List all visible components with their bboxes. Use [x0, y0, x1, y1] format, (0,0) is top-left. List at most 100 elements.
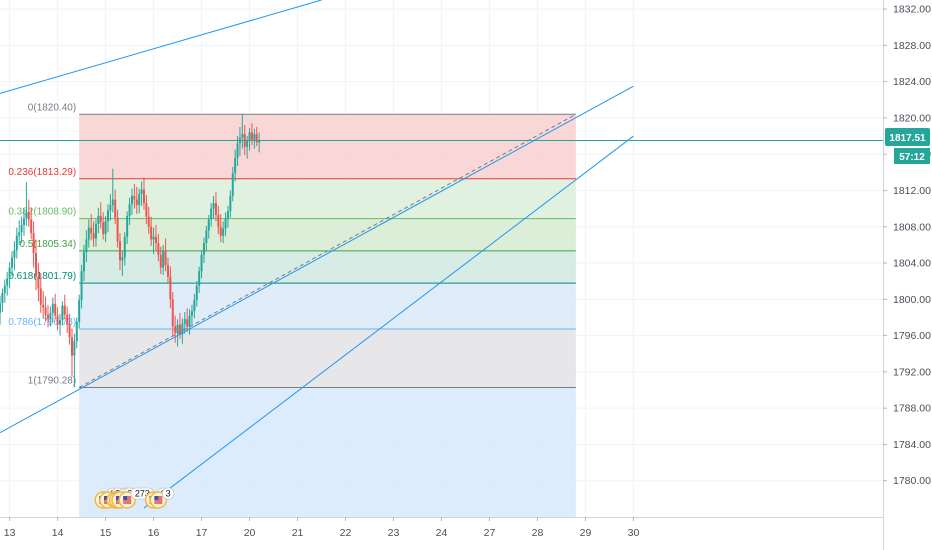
candle-body — [54, 303, 57, 316]
candle-body — [217, 214, 220, 227]
time-tick-label: 28 — [532, 527, 544, 539]
candle-body — [169, 276, 172, 300]
candle-body — [154, 236, 157, 244]
last-price-tag: 1817.51 57:12 — [885, 128, 930, 164]
candle-body — [106, 210, 109, 222]
flag-canton — [123, 496, 128, 500]
candle-body — [250, 132, 253, 140]
candle-body — [10, 257, 13, 268]
price-tick-label: 1788.00 — [893, 403, 931, 415]
candle-body — [226, 211, 229, 219]
flag-stripes — [123, 496, 132, 504]
candle-body — [178, 324, 181, 335]
candle-body — [193, 300, 196, 312]
price-tick-label: 1828.00 — [893, 40, 931, 52]
candle-body — [234, 157, 237, 174]
candle-body — [248, 132, 251, 141]
candle-body — [162, 251, 165, 268]
candle-body — [145, 203, 148, 217]
plot-area[interactable]: 0(1820.40) 0.236(1813.29) 0.382(1808.90) 0.… — [0, 0, 883, 517]
candle-body — [133, 195, 136, 200]
candle-body — [219, 226, 222, 236]
candle-body — [142, 189, 145, 204]
event-marker[interactable]: 3 — [149, 487, 175, 509]
time-tick-label: 17 — [196, 527, 208, 539]
candle-body — [1, 292, 4, 303]
time-tick-label: 20 — [244, 527, 256, 539]
fib-zone — [79, 114, 576, 179]
time-tick-label: 13 — [4, 527, 16, 539]
time-tick-label: 27 — [484, 527, 496, 539]
candle-body — [85, 239, 88, 253]
countdown-tag-bg — [894, 148, 930, 164]
price-tick-label: 1820.00 — [893, 112, 931, 124]
last-price-value: 1817.51 — [889, 133, 926, 144]
candle-body — [181, 323, 184, 335]
candle-body — [229, 195, 232, 212]
candle-body — [94, 224, 97, 239]
candle-body — [126, 215, 129, 237]
candle-body — [186, 319, 189, 327]
candle-body — [70, 337, 73, 356]
price-tick-label: 1780.00 — [893, 475, 931, 487]
candle-body — [6, 278, 9, 286]
candle-body — [157, 243, 160, 255]
candle-body — [135, 199, 138, 205]
time-tick-label: 30 — [628, 527, 640, 539]
candle-body — [150, 226, 153, 240]
fib-level-label: 0.618(1801.79) — [8, 271, 76, 282]
fib-level-label: 0.236(1813.29) — [8, 167, 76, 178]
flag-canton — [154, 496, 159, 500]
time-tick-label: 14 — [52, 527, 64, 539]
candle-body — [58, 320, 61, 325]
candle-body — [171, 299, 174, 327]
candle-body — [27, 212, 30, 220]
event-count: 3 — [166, 489, 171, 499]
price-tick-label: 1800.00 — [893, 294, 931, 306]
candle-body — [246, 140, 249, 147]
price-axis[interactable]: 1780.00 1784.00 1788.00 1792.00 1796.00 1800.… — [883, 4, 931, 488]
candle-body — [198, 271, 201, 286]
candle-body — [205, 230, 208, 244]
trendline[interactable] — [0, 85, 634, 434]
trendline[interactable] — [143, 135, 634, 509]
price-tick-label: 1792.00 — [893, 366, 931, 378]
fib-level-label: 0.5(1805.34) — [19, 239, 76, 250]
candle-body — [174, 326, 177, 333]
time-tick-label: 16 — [148, 527, 160, 539]
candle-body — [104, 221, 107, 235]
candle-body — [44, 307, 47, 315]
candle-body — [253, 134, 256, 140]
candle-body — [200, 254, 203, 272]
candle-body — [116, 217, 119, 242]
flag-canton — [103, 496, 108, 500]
candle-body — [56, 315, 59, 325]
candle-body — [39, 288, 42, 305]
last-price-tag-bg — [885, 128, 930, 146]
fib-level-label: 0.786(1796.73) — [8, 317, 76, 328]
candle-body — [152, 236, 155, 240]
candle-body — [212, 203, 215, 209]
event-count: 273 — [135, 489, 150, 499]
candle-body — [224, 218, 227, 229]
time-tick-label: 29 — [580, 527, 592, 539]
candle-body — [236, 143, 239, 158]
candle-body — [231, 173, 234, 196]
candle-body — [92, 233, 95, 239]
fib-zone — [79, 328, 576, 388]
candle-body — [46, 314, 49, 319]
candle-body — [121, 257, 124, 261]
candle-body — [37, 276, 40, 289]
candle-body — [258, 140, 261, 143]
candle-body — [13, 250, 16, 258]
candle-body — [82, 252, 85, 272]
time-axis[interactable]: 13 14 15 16 17 20 21 22 23 24 27 28 29 30 — [0, 517, 883, 539]
candle-body — [22, 218, 25, 225]
trendline[interactable] — [0, 0, 322, 94]
price-tick-label: 1796.00 — [893, 330, 931, 342]
candle-body — [183, 319, 186, 324]
candle-body — [78, 300, 81, 322]
fib-level-label: 0.382(1808.90) — [8, 207, 76, 218]
candle-body — [99, 215, 102, 223]
